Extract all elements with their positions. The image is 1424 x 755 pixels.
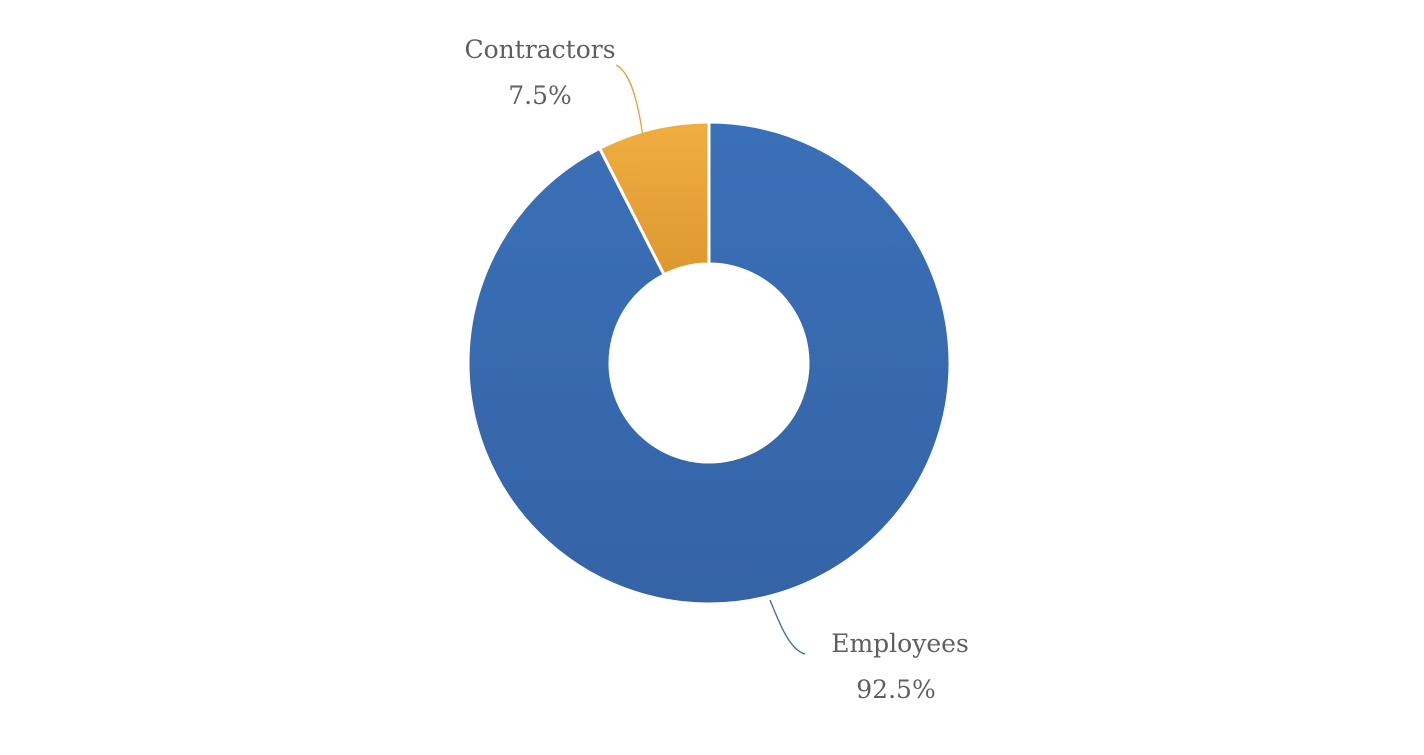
slice-percent-contractors: 7.5%: [508, 81, 572, 110]
leader-line-contractors: [615, 64, 644, 139]
slice-percent-employees: 92.5%: [856, 675, 935, 704]
slice-employees: [466, 120, 952, 606]
slice-label-contractors: Contractors: [464, 35, 615, 64]
leader-lines: [615, 64, 806, 655]
leader-line-employees: [769, 599, 806, 655]
slices-layer: [466, 120, 952, 606]
slice-label-employees: Employees: [831, 629, 969, 658]
data-labels: Contractors 7.5% Employees 92.5%: [464, 35, 968, 704]
